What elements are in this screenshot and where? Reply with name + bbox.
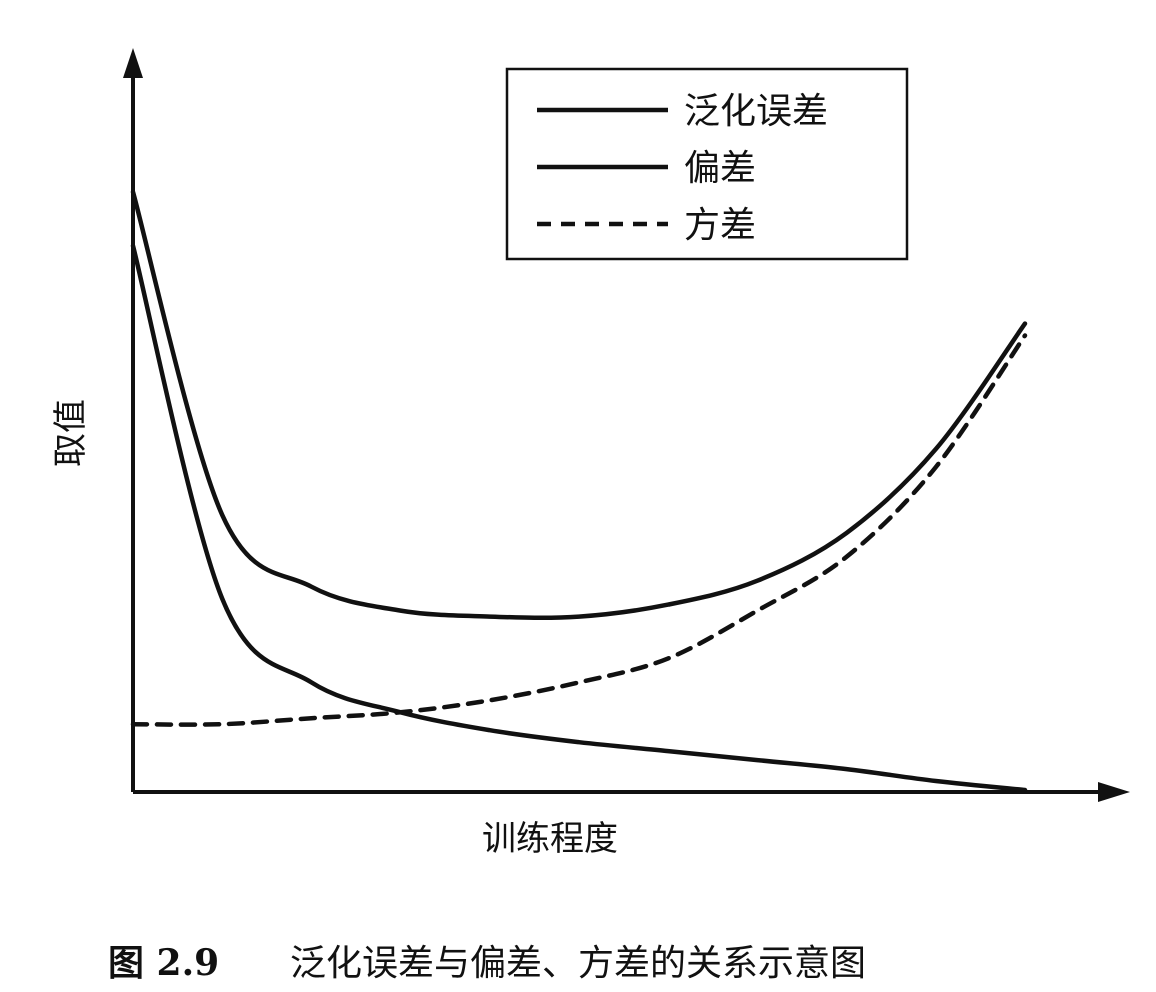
caption-label: 图 2.9 [108, 942, 219, 984]
caption-text: 泛化误差与偏差、方差的关系示意图 [290, 943, 866, 984]
x-axis-arrow [1098, 782, 1130, 802]
caption: 图 2.9 泛化误差与偏差、方差的关系示意图 [108, 942, 866, 984]
series-layer [130, 189, 1028, 793]
series-line-1 [130, 243, 1028, 793]
legend-label-1: 偏差 [684, 148, 756, 189]
x-axis-label: 训练程度 [482, 819, 618, 859]
series-line-2 [130, 333, 1028, 727]
legend-box [505, 67, 909, 261]
y-axis-arrow [123, 48, 143, 78]
series-line-0 [130, 189, 1028, 621]
y-axis-label: 取值 [51, 399, 91, 467]
legend-label-0: 泛化误差 [684, 91, 828, 132]
legend-label-2: 方差 [684, 205, 756, 246]
